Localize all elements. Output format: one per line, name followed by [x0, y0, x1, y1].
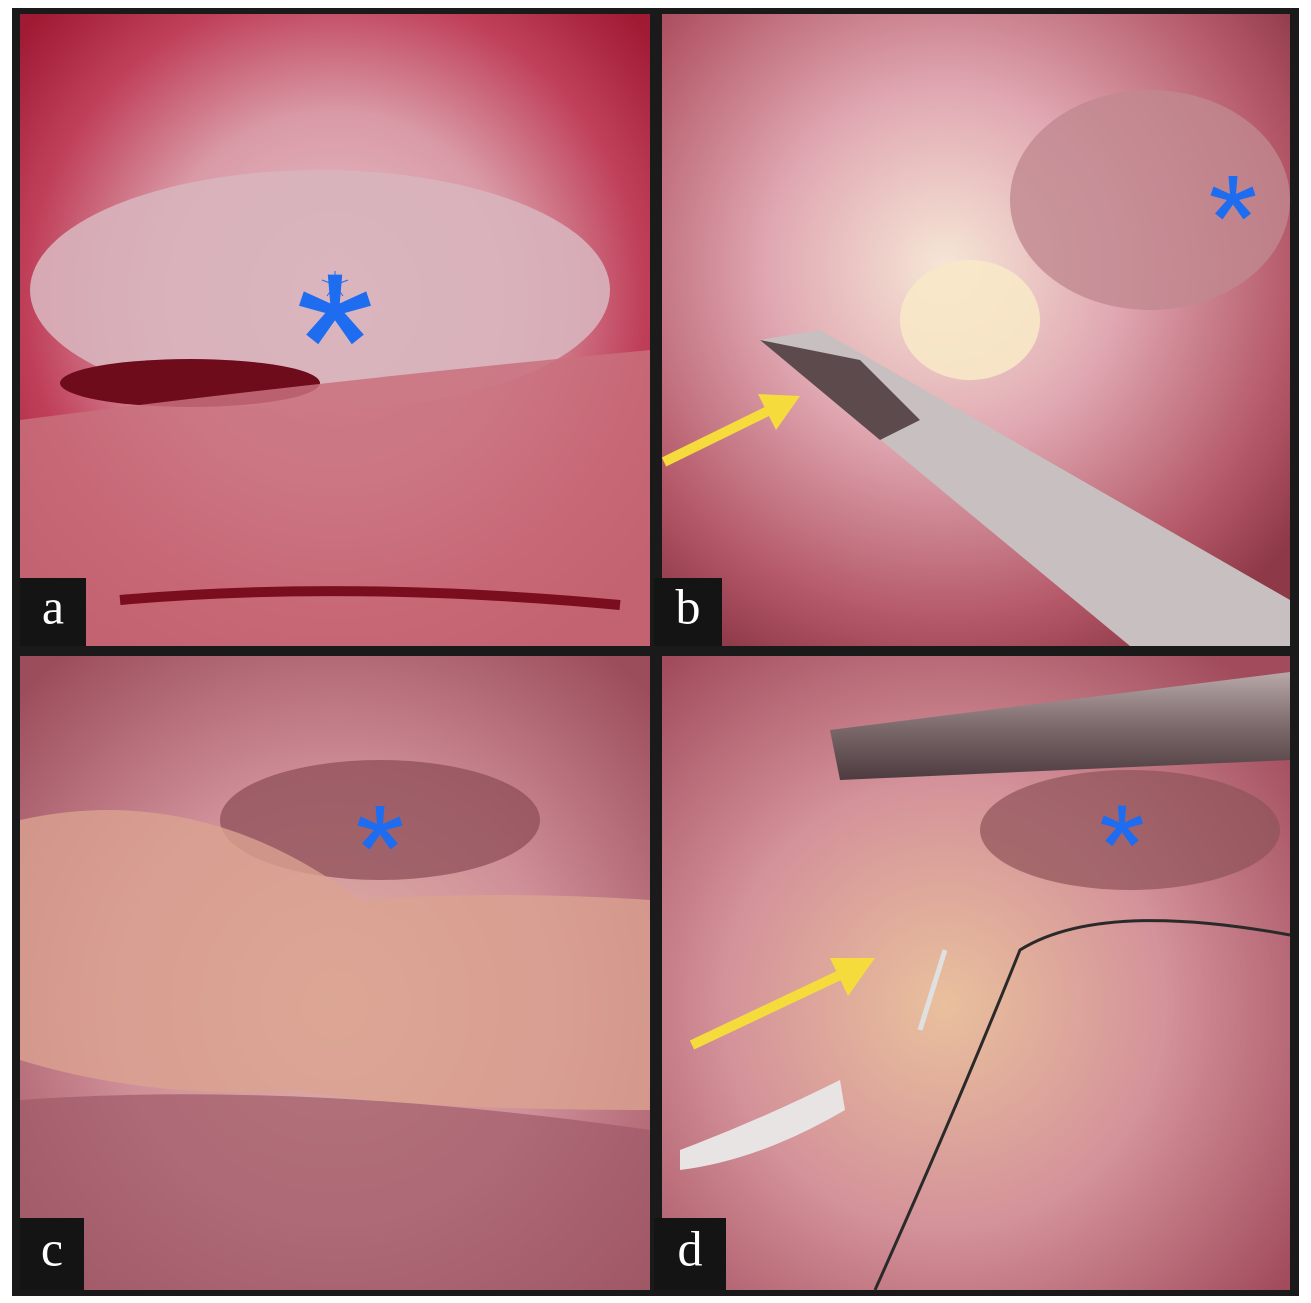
needle	[917, 949, 948, 1031]
asterisk	[1210, 176, 1256, 220]
asterisk	[299, 274, 371, 345]
cavity	[30, 170, 610, 410]
panel-b: b	[654, 14, 1290, 646]
liver	[20, 1094, 650, 1290]
tissue	[20, 810, 650, 1110]
instrument	[830, 672, 1290, 780]
instrument-jaw	[760, 340, 920, 440]
label-box	[654, 1218, 726, 1290]
arrow	[661, 394, 800, 467]
label-box	[20, 1218, 84, 1290]
tissue	[20, 350, 650, 646]
suture	[873, 919, 1291, 1291]
highlight	[900, 260, 1040, 380]
asterisk	[1101, 805, 1143, 847]
panel-c: c	[20, 656, 650, 1290]
label-box	[654, 578, 722, 646]
panel-label: c	[41, 1220, 63, 1276]
panel-label: d	[678, 1220, 703, 1276]
arrow	[689, 958, 875, 1050]
cavity	[980, 770, 1280, 890]
panel-label: b	[676, 578, 701, 634]
cavity	[1010, 90, 1290, 310]
label-box	[20, 578, 86, 646]
panel-d: d	[654, 656, 1291, 1291]
panel-a: a	[20, 14, 650, 646]
asterisk	[357, 806, 403, 850]
panel-label: a	[42, 578, 64, 634]
instrument	[680, 1080, 845, 1170]
blood-line	[119, 586, 621, 610]
